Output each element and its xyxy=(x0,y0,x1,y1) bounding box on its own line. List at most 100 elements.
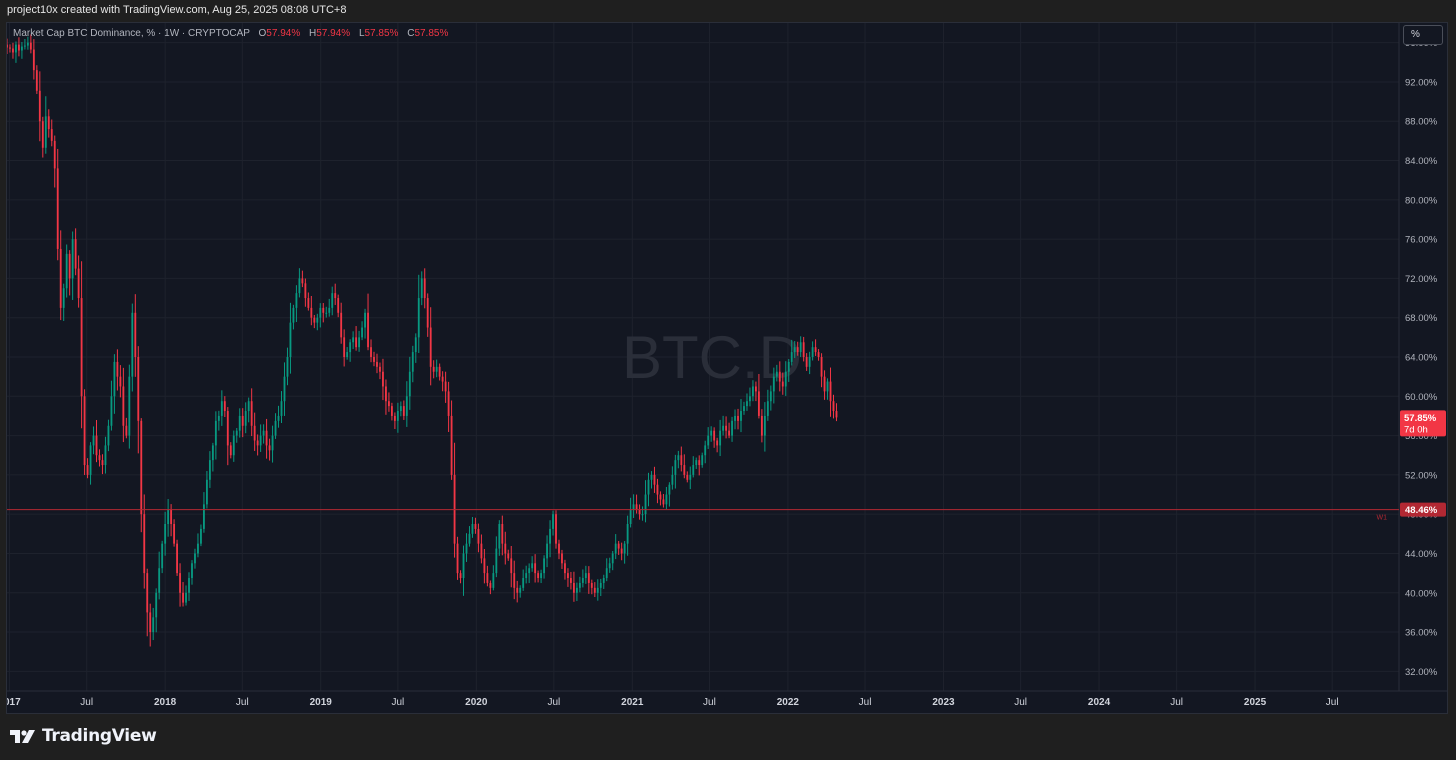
x-tick-label: Jul xyxy=(703,697,716,708)
candle-body xyxy=(740,411,742,421)
candle-body xyxy=(629,509,632,524)
bar-countdown: 7d 0h xyxy=(1404,424,1428,435)
candle-body xyxy=(89,445,92,475)
candle-body xyxy=(74,239,77,269)
tradingview-logo[interactable]: TradingView xyxy=(10,726,157,746)
candle-body xyxy=(429,327,432,367)
percent-scale-button[interactable]: % xyxy=(1403,25,1443,45)
candle-body xyxy=(244,411,247,426)
candle-body xyxy=(659,494,662,500)
candle-body xyxy=(719,430,722,446)
candle-body xyxy=(650,474,653,480)
candle-body xyxy=(432,366,435,372)
candlestick-chart[interactable]: BTC.D96.00%92.00%88.00%84.00%80.00%76.00… xyxy=(7,23,1448,714)
candle-body xyxy=(77,268,80,299)
candle-body xyxy=(214,420,217,446)
candle-body xyxy=(26,42,29,46)
candle-body xyxy=(29,42,32,50)
candle-body xyxy=(390,406,393,416)
candle-body xyxy=(459,573,462,579)
x-tick-label: 2025 xyxy=(1244,697,1267,708)
candle-body xyxy=(393,415,396,421)
candle-body xyxy=(379,366,381,372)
y-tick-label: 56.00% xyxy=(1405,431,1438,442)
candle-body xyxy=(328,307,331,313)
candle-body xyxy=(340,312,343,338)
y-tick-label: 76.00% xyxy=(1405,235,1438,246)
candle-body xyxy=(12,48,14,53)
x-tick-label: 2020 xyxy=(465,697,488,708)
candle-body xyxy=(638,509,641,515)
candle-body xyxy=(584,573,587,579)
candle-body xyxy=(119,376,122,387)
candle-body xyxy=(226,411,229,446)
y-tick-label: 64.00% xyxy=(1405,353,1438,364)
candle-body xyxy=(15,44,17,53)
candle-body xyxy=(581,578,584,583)
chart-frame[interactable]: BTC.D96.00%92.00%88.00%84.00%80.00%76.00… xyxy=(6,22,1448,714)
candle-body xyxy=(707,435,710,446)
candle-body xyxy=(546,543,548,559)
candle-body xyxy=(274,420,277,436)
candle-body xyxy=(223,401,226,412)
candle-body xyxy=(92,435,95,446)
candle-body xyxy=(462,553,465,579)
candle-body xyxy=(495,548,498,574)
candle-body xyxy=(143,514,146,574)
candle-body xyxy=(167,509,170,524)
candle-body xyxy=(537,573,540,579)
candle-body xyxy=(671,474,674,485)
candle-body xyxy=(647,479,650,495)
candle-body xyxy=(53,140,56,169)
candle-body xyxy=(701,455,704,466)
y-tick-label: 80.00% xyxy=(1405,195,1438,206)
candle-body xyxy=(197,543,199,554)
candle-body xyxy=(280,401,283,416)
candle-body xyxy=(662,499,665,505)
candle-body xyxy=(480,543,483,559)
candle-body xyxy=(59,248,62,308)
candle-body xyxy=(283,376,286,402)
x-tick-label: 2022 xyxy=(777,697,800,708)
y-tick-label: 32.00% xyxy=(1405,667,1438,678)
y-tick-label: 44.00% xyxy=(1405,549,1438,560)
candle-body xyxy=(38,90,41,122)
candle-body xyxy=(137,357,140,421)
candle-body xyxy=(465,543,468,554)
candle-body xyxy=(680,455,683,466)
candle-body xyxy=(250,401,253,426)
candle-body xyxy=(18,44,20,51)
candle-body xyxy=(179,573,181,593)
candle-body xyxy=(292,307,295,323)
candle-body xyxy=(522,578,525,588)
high-label: H xyxy=(309,28,317,39)
candle-body xyxy=(599,582,602,588)
candle-body xyxy=(793,347,796,353)
candle-body xyxy=(674,460,677,475)
candle-body xyxy=(737,415,739,421)
candle-body xyxy=(635,504,638,510)
candle-body xyxy=(289,322,292,357)
y-tick-label: 92.00% xyxy=(1405,77,1438,88)
candle-body xyxy=(9,47,11,49)
candle-body xyxy=(50,129,53,141)
candle-body xyxy=(122,386,125,426)
candle-body xyxy=(608,563,611,569)
candle-body xyxy=(626,524,629,544)
candle-body xyxy=(414,337,417,353)
y-tick-label: 40.00% xyxy=(1405,588,1438,599)
y-tick-label: 88.00% xyxy=(1405,117,1438,128)
candle-body xyxy=(373,357,375,362)
candle-body xyxy=(241,415,244,426)
candle-body xyxy=(549,528,551,544)
candle-body xyxy=(728,430,730,436)
y-tick-label: 68.00% xyxy=(1405,313,1438,324)
candle-body xyxy=(805,357,808,367)
candle-body xyxy=(211,445,214,461)
candle-body xyxy=(35,70,38,91)
symbol-description: Market Cap BTC Dominance, % · 1W · CRYPT… xyxy=(13,28,250,39)
candle-body xyxy=(205,479,208,505)
candle-body xyxy=(220,401,223,416)
candle-body xyxy=(766,401,769,416)
candle-body xyxy=(749,396,751,402)
